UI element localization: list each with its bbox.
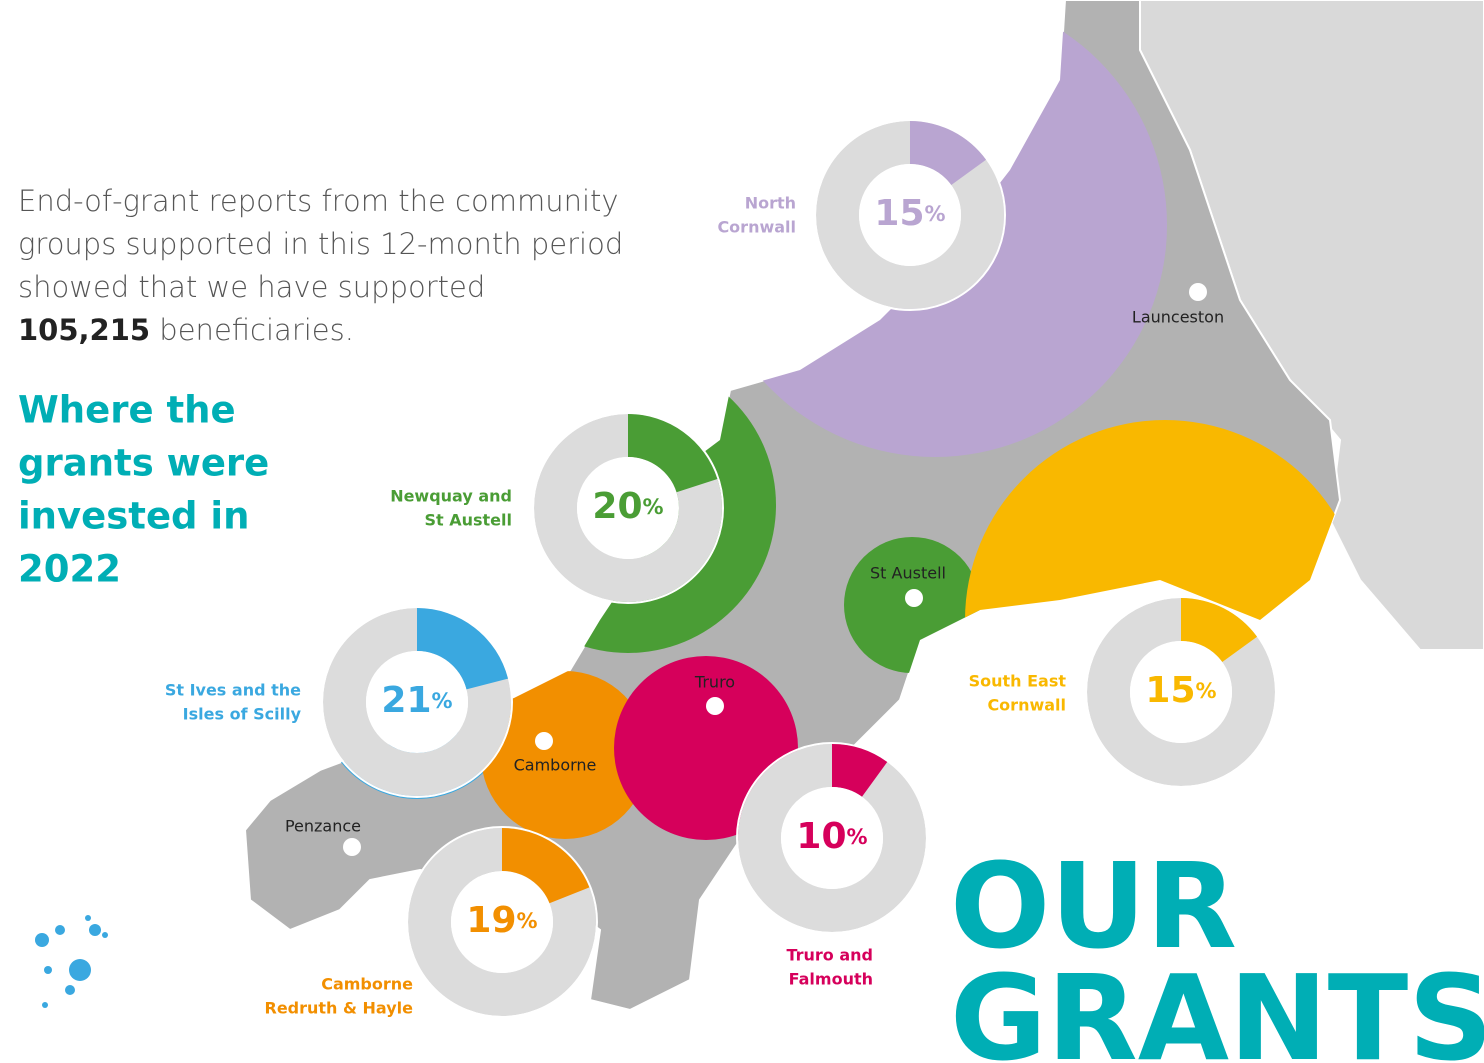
percentage-unit: % [643, 495, 664, 519]
intro-line: End-of-grant reports from the community [18, 184, 619, 218]
donut-border [736, 742, 928, 934]
region-name: Falmouth [789, 970, 873, 989]
donut-border [814, 119, 1006, 311]
town-dot [905, 589, 923, 607]
percentage: 15% [1145, 670, 1216, 711]
region-name: Camborne [321, 975, 413, 994]
region-name: St Austell [424, 511, 512, 530]
donut-segment [502, 828, 590, 904]
heading-line: 2022 [18, 548, 121, 591]
title-line: GRANTS [950, 949, 1484, 1063]
region-name: Truro and [786, 946, 873, 965]
donut-hole [1130, 641, 1232, 743]
region-name: Cornwall [987, 696, 1066, 715]
percentage-unit: % [1196, 679, 1217, 703]
percentage-value: 15 [1145, 670, 1195, 711]
area-camborne [481, 671, 649, 839]
percentage-value: 15 [874, 193, 924, 234]
percentage-unit: % [847, 825, 868, 849]
heading-line: Where the [18, 389, 236, 432]
heading-line: invested in [18, 495, 249, 538]
town-label: Camborne [514, 756, 597, 775]
donut-hole [859, 164, 961, 266]
percentage-value: 21 [381, 680, 431, 721]
town-dot [706, 697, 724, 715]
donut-border [406, 826, 598, 1018]
region-name: Cornwall [717, 218, 796, 237]
region-name: St Ives and the [165, 681, 301, 700]
intro-line: showed that we have supported [18, 270, 485, 304]
intro-line: 105,215 beneficiaries. [18, 313, 354, 347]
donut-segment [910, 121, 987, 186]
percentage: 21% [381, 680, 452, 721]
percentage: 20% [592, 486, 663, 527]
percentage: 15% [874, 193, 945, 234]
beneficiary-count: 105,215 [18, 313, 150, 347]
heading-line: grants were [18, 442, 269, 485]
intro-line: groups supported in this 12-month period [18, 227, 623, 261]
town-dot [1189, 283, 1207, 301]
region-name: Redruth & Hayle [265, 999, 414, 1018]
donut-border [321, 606, 513, 798]
donut-segment [628, 414, 718, 493]
percentage-value: 19 [466, 900, 516, 941]
region-name: South East [969, 672, 1067, 691]
intro-end: beneficiaries. [150, 313, 354, 347]
title-line: OUR [950, 837, 1237, 975]
donut-hole [781, 787, 883, 889]
town-dot [535, 732, 553, 750]
town-label: Truro [694, 673, 735, 692]
donut-border [1085, 596, 1277, 788]
town-label: Penzance [285, 817, 361, 836]
percentage-value: 20 [592, 486, 642, 527]
donut-border [532, 412, 724, 604]
town-label: Launceston [1132, 308, 1224, 327]
percentage-value: 10 [796, 816, 846, 857]
donut-segment [417, 608, 509, 690]
town-label: St Austell [870, 564, 946, 583]
donut-segment [832, 744, 888, 797]
donut-hole [366, 651, 468, 753]
scilly-islands [35, 915, 108, 1008]
percentage-unit: % [925, 202, 946, 226]
region-name: Newquay and [390, 487, 512, 506]
region-name: Isles of Scilly [183, 705, 302, 724]
percentage: 19% [466, 900, 537, 941]
percentage-unit: % [517, 909, 538, 933]
town-dot [343, 838, 361, 856]
region-name: North [745, 194, 796, 213]
donut-hole [577, 457, 679, 559]
percentage: 10% [796, 816, 867, 857]
donut-hole [451, 871, 553, 973]
donut-segment [1181, 598, 1258, 663]
percentage-unit: % [432, 689, 453, 713]
